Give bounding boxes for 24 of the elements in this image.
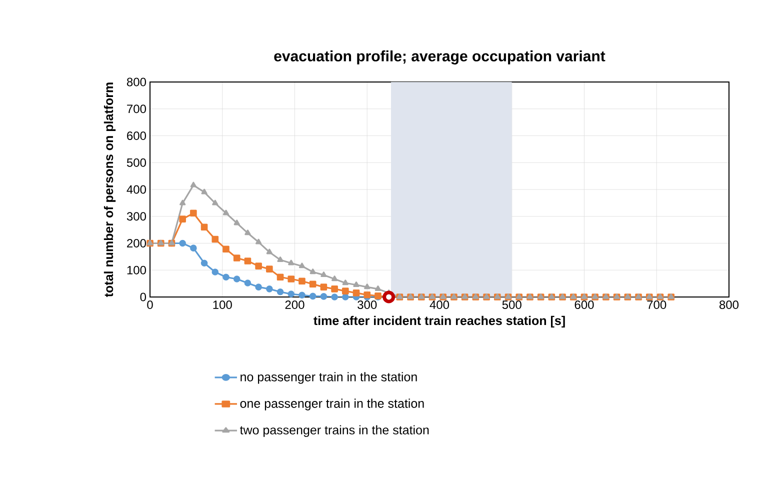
x-tick-label: 800 (719, 300, 739, 310)
x-tick-label: 600 (574, 300, 594, 310)
chart-title: evacuation profile; average occupation variant (274, 50, 606, 64)
y-tick-label: 600 (127, 132, 146, 140)
legend-label: two passenger trains in the station (240, 425, 429, 437)
y-tick-label: 700 (127, 104, 146, 114)
y-tick-label: 500 (126, 158, 146, 167)
legend-label: no passenger train in the station (240, 372, 417, 384)
y-axis-title: total number of persons on platform (104, 82, 116, 297)
x-tick-label: 500 (502, 300, 522, 310)
y-tick-label: 0 (140, 292, 146, 302)
x-tick-label: 400 (430, 300, 450, 310)
legend-label: one passenger train in the station (240, 398, 424, 410)
x-tick-label: 200 (285, 300, 304, 310)
x-tick-label: 700 (647, 300, 666, 310)
y-tick-label: 800 (126, 78, 146, 86)
y-tick-label: 200 (127, 239, 146, 248)
x-tick-label: 300 (358, 300, 377, 310)
y-tick-label: 400 (126, 185, 146, 194)
x-tick-label: 0 (147, 300, 153, 310)
x-tick-label: 100 (213, 300, 232, 310)
x-axis-title: time after incident train reaches station [s] (314, 316, 565, 328)
y-tick-label: 300 (126, 212, 146, 221)
y-tick-label: 100 (127, 266, 146, 274)
